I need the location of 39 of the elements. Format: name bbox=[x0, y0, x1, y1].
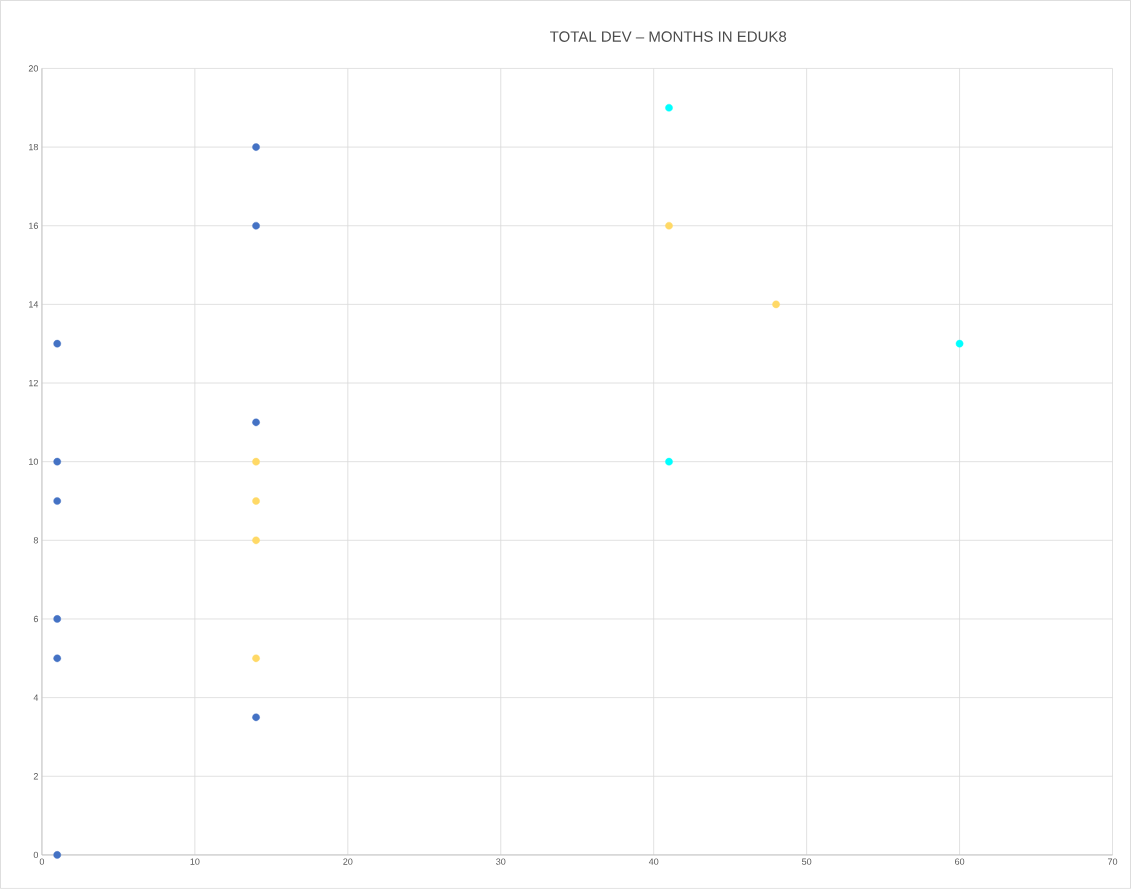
point bbox=[252, 497, 260, 505]
chart-title: TOTAL DEV – MONTHS IN EDUK8 bbox=[550, 31, 787, 42]
y-tick-label: 6 bbox=[33, 615, 38, 623]
point bbox=[252, 222, 260, 230]
point bbox=[955, 339, 964, 348]
x-tick-label: 0 bbox=[39, 858, 45, 865]
x-tick-label: 40 bbox=[648, 858, 659, 865]
y-tick-label: 12 bbox=[29, 379, 38, 387]
y-tick-label: 8 bbox=[33, 537, 38, 544]
point bbox=[53, 615, 62, 623]
y-tick-label: 20 bbox=[28, 65, 39, 72]
x-tick-label: 70 bbox=[1107, 858, 1118, 865]
point bbox=[665, 457, 673, 466]
x-tick-label: 60 bbox=[955, 858, 965, 865]
point bbox=[252, 654, 260, 663]
x-tick-label: 50 bbox=[802, 858, 812, 865]
point bbox=[53, 339, 62, 348]
point bbox=[665, 104, 673, 112]
point bbox=[53, 851, 62, 859]
y-tick-label: 0 bbox=[33, 851, 39, 859]
y-tick-label: 18 bbox=[29, 143, 38, 151]
point bbox=[252, 143, 260, 151]
point bbox=[252, 536, 260, 545]
point bbox=[252, 713, 260, 722]
y-tick-label: 14 bbox=[29, 301, 39, 308]
point bbox=[53, 654, 62, 663]
x-tick-label: 30 bbox=[496, 858, 506, 865]
x-tick-label: 20 bbox=[343, 858, 353, 865]
point bbox=[53, 497, 62, 505]
point bbox=[772, 300, 780, 309]
point bbox=[252, 457, 260, 466]
point bbox=[665, 222, 673, 230]
point bbox=[53, 457, 62, 466]
y-tick-label: 4 bbox=[33, 694, 39, 701]
point bbox=[252, 418, 260, 427]
y-tick-label: 2 bbox=[33, 773, 38, 780]
x-tick-label: 10 bbox=[190, 858, 200, 865]
y-tick-label: 10 bbox=[29, 458, 39, 465]
y-tick-label: 16 bbox=[29, 222, 38, 229]
